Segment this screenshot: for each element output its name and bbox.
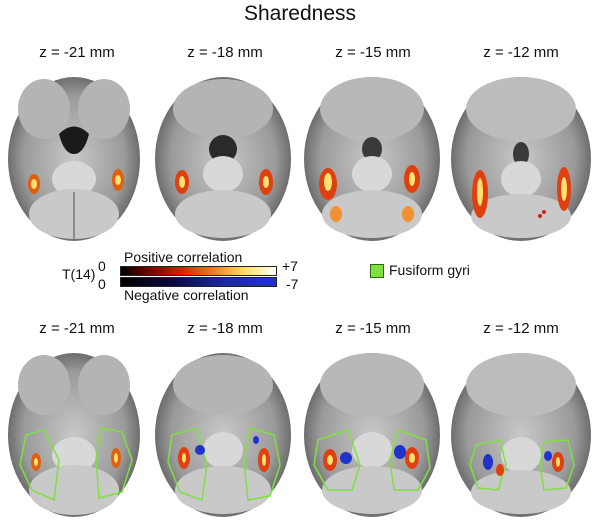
positive-max-label: +7 xyxy=(282,258,298,274)
top-slice-label-4: z = -12 mm xyxy=(483,44,559,61)
top-slice-label-1: z = -21 mm xyxy=(39,44,115,61)
negative-max-label: -7 xyxy=(286,276,299,292)
stat-label: T(14) xyxy=(62,266,96,282)
bottom-brain-slice-3 xyxy=(304,353,440,517)
positive-colorbar xyxy=(120,266,277,276)
top-brain-slice-4 xyxy=(451,77,591,241)
bottom-slice-label-2: z = -18 mm xyxy=(187,320,263,337)
top-slice-label-2: z = -18 mm xyxy=(187,44,263,61)
top-brain-slice-3 xyxy=(304,77,440,241)
negative-correlation-caption: Negative correlation xyxy=(124,287,249,303)
top-slice-label-3: z = -15 mm xyxy=(335,44,411,61)
negative-colorbar xyxy=(120,277,277,287)
fusiform-swatch xyxy=(370,264,384,278)
top-brain-slice-2 xyxy=(155,77,291,241)
top-brain-slice-1 xyxy=(8,77,140,241)
figure-title: Sharedness xyxy=(243,2,357,25)
bottom-brain-slice-2 xyxy=(155,353,291,517)
bottom-slice-label-3: z = -15 mm xyxy=(335,320,411,337)
bottom-slice-label-1: z = -21 mm xyxy=(39,320,115,337)
bottom-brain-slice-1 xyxy=(8,353,140,517)
positive-correlation-caption: Positive correlation xyxy=(124,249,243,265)
fusiform-label: Fusiform gyri xyxy=(389,262,470,278)
bottom-brain-slice-4 xyxy=(451,353,591,517)
bottom-slice-label-4: z = -12 mm xyxy=(483,320,559,337)
negative-zero-label: 0 xyxy=(98,276,106,292)
positive-zero-label: 0 xyxy=(98,258,106,274)
